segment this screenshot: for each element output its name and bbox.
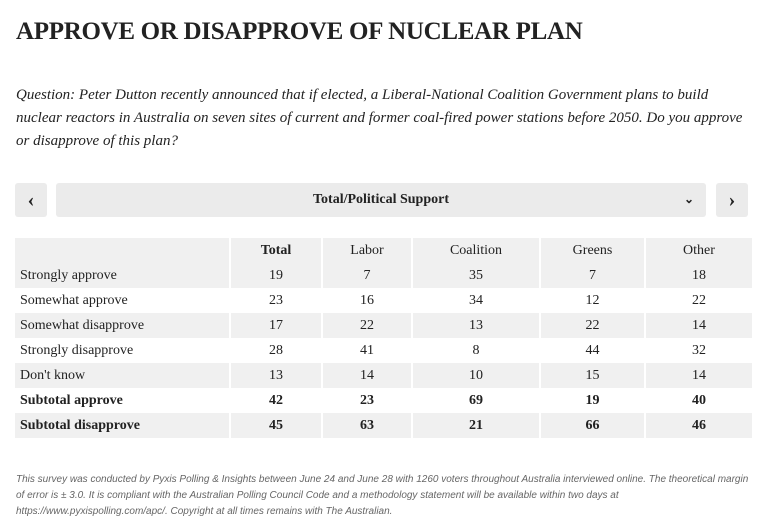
cell-value: 14 [321,363,412,388]
header-coalition: Coalition [411,238,540,263]
cell-value: 21 [411,413,540,438]
header-labor: Labor [321,238,412,263]
chevron-down-icon: ⌄ [683,192,694,206]
table-row: Somewhat approve 23 16 34 12 22 [15,288,752,313]
cell-value: 17 [229,313,322,338]
cell-value: 10 [411,363,540,388]
row-label: Somewhat disapprove [20,317,145,333]
cell-value: 23 [321,388,412,413]
table-row: Subtotal disapprove 45 63 21 66 46 [15,413,752,438]
header-other: Other [644,238,752,263]
row-label: Strongly approve [20,267,117,283]
table-row: Strongly approve 19 7 35 7 18 [15,263,752,288]
cell-value: 22 [644,288,752,313]
survey-question: Question: Peter Dutton recently announce… [16,87,743,149]
cell-value: 19 [539,388,645,413]
cell-value: 28 [229,338,322,363]
methodology-footnote: This survey was conducted by Pyxis Polli… [16,474,749,517]
cell-value: 22 [321,313,412,338]
cell-value: 19 [229,263,322,288]
cell-value: 32 [644,338,752,363]
cell-value: 42 [229,388,322,413]
cell-value: 44 [539,338,645,363]
cell-value: 41 [321,338,412,363]
row-label: Strongly disapprove [20,342,134,358]
cell-value: 45 [229,413,322,438]
cell-value: 7 [321,263,412,288]
next-button[interactable]: › [716,183,748,217]
table-row: Subtotal approve 42 23 69 19 40 [15,388,752,413]
table-header-row: Total Labor Coalition Greens Other [15,238,752,263]
results-table: Total Labor Coalition Greens Other Stron… [15,238,752,438]
header-greens: Greens [539,238,645,263]
cell-value: 14 [644,363,752,388]
row-label: Don't know [20,367,86,383]
previous-button[interactable]: ‹ [15,183,47,217]
cell-value: 66 [539,413,645,438]
cell-value: 13 [411,313,540,338]
cell-value: 13 [229,363,322,388]
page-title: APPROVE OR DISAPPROVE OF NUCLEAR PLAN [16,18,583,45]
cell-value: 7 [539,263,645,288]
cell-value: 18 [644,263,752,288]
row-label: Somewhat approve [20,292,128,308]
selected-breakdown: Total/Political Support [312,192,449,207]
cell-value: 63 [321,413,412,438]
cell-value: 12 [539,288,645,313]
cell-value: 23 [229,288,322,313]
table-row: Somewhat disapprove 17 22 13 22 14 [15,313,752,338]
row-label: Subtotal approve [20,392,123,408]
cell-value: 15 [539,363,645,388]
table-row: Don't know 13 14 10 15 14 [15,363,752,388]
breakdown-select[interactable]: Total/Political Support ⌄ [56,183,706,217]
table-row: Strongly disapprove 28 41 8 44 32 [15,338,752,363]
cell-value: 46 [644,413,752,438]
cell-value: 14 [644,313,752,338]
cell-value: 22 [539,313,645,338]
header-total: Total [229,238,322,263]
cell-value: 35 [411,263,540,288]
cell-value: 69 [411,388,540,413]
chevron-right-icon: › [728,188,736,211]
cell-value: 34 [411,288,540,313]
row-label: Subtotal disapprove [20,417,140,433]
cell-value: 8 [411,338,540,363]
header-label [15,238,230,263]
chevron-left-icon: ‹ [27,188,35,211]
cell-value: 16 [321,288,412,313]
cell-value: 40 [644,388,752,413]
